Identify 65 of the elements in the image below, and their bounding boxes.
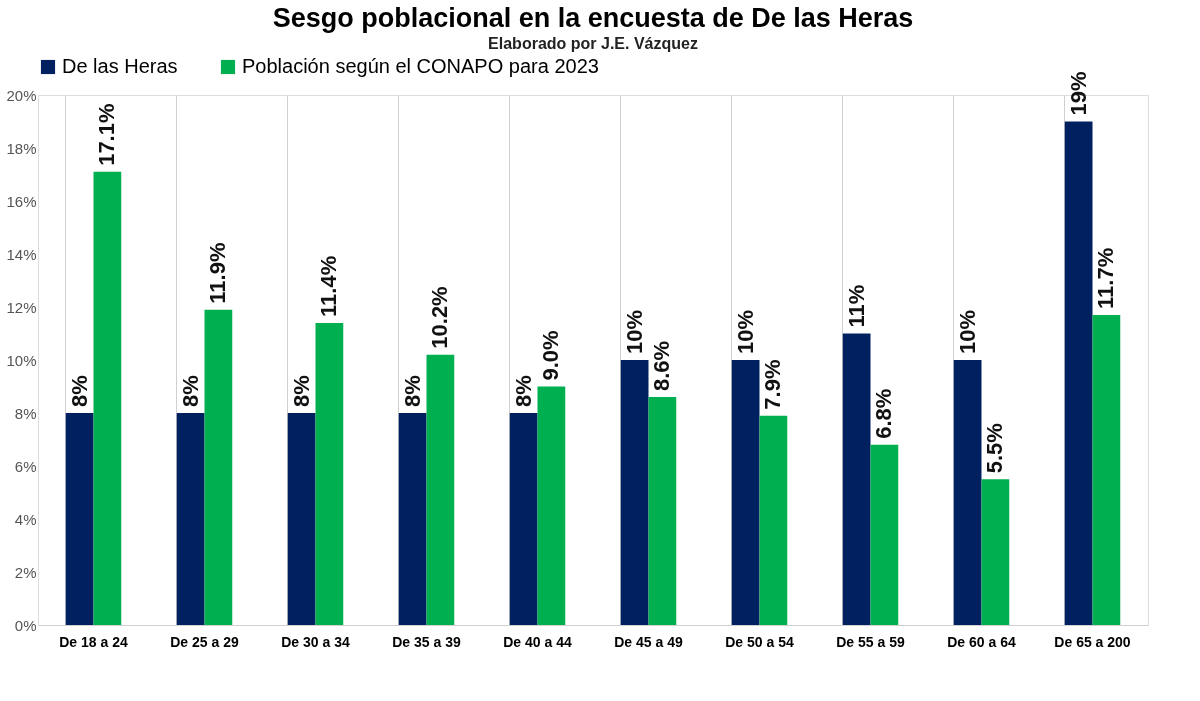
x-tick-label: De 35 a 39 — [392, 633, 461, 650]
x-tick-label: De 18 a 24 — [59, 633, 128, 650]
data-label: 6.8% — [871, 388, 897, 439]
data-label: 8.6% — [649, 340, 675, 392]
data-label: 9.0% — [538, 330, 564, 381]
data-label: 8% — [177, 375, 203, 407]
bar — [870, 444, 899, 625]
bar — [204, 309, 233, 625]
x-tick-label: De 55 a 59 — [836, 633, 905, 650]
x-tick-label: De 30 a 34 — [281, 633, 350, 650]
x-tick-label: De 50 a 54 — [725, 633, 794, 650]
bar — [648, 397, 677, 625]
bar — [731, 360, 760, 625]
data-label: 8% — [399, 375, 425, 407]
bar — [537, 386, 566, 625]
x-tick-label: De 60 a 64 — [947, 633, 1016, 650]
data-label: 10% — [954, 309, 980, 354]
bar — [1064, 121, 1093, 625]
data-label: 11.4% — [316, 255, 342, 317]
x-tick-label: De 45 a 49 — [614, 633, 683, 650]
bar — [426, 354, 455, 625]
legend-label: De las Heras — [62, 55, 178, 77]
chart-title: Sesgo poblacional en la encuesta de De las Heras — [272, 3, 914, 33]
y-tick-label: 4% — [14, 510, 37, 528]
data-label: 11% — [843, 284, 869, 328]
bar — [759, 415, 788, 625]
data-label: 10.2% — [427, 286, 453, 349]
y-tick-label: 12% — [6, 298, 37, 316]
bar — [315, 322, 344, 625]
y-tick-label: 8% — [14, 404, 37, 422]
y-tick-label: 20% — [6, 86, 37, 104]
bar — [65, 413, 94, 625]
chart-subtitle: Elaborado por J.E. Vázquez — [488, 35, 698, 52]
bar — [842, 333, 871, 625]
data-label: 5.5% — [982, 423, 1008, 474]
bar — [398, 413, 427, 625]
bar — [1092, 314, 1121, 625]
data-label: 7.9% — [760, 359, 786, 410]
y-tick-label: 14% — [6, 245, 37, 263]
data-label: 11.7% — [1093, 247, 1119, 309]
x-tick-label: De 65 a 200 — [1054, 633, 1131, 650]
data-label: 8% — [288, 375, 314, 407]
y-tick-label: 0% — [14, 616, 37, 634]
y-tick-label: 16% — [6, 192, 37, 210]
data-label: 11.9% — [205, 242, 231, 304]
bar — [287, 413, 316, 625]
data-label: 10% — [732, 309, 758, 354]
data-label: 8% — [66, 375, 92, 407]
x-tick-label: De 40 a 44 — [503, 633, 572, 650]
data-label: 17.1% — [94, 103, 120, 166]
y-tick-label: 2% — [14, 563, 37, 581]
y-tick-label: 10% — [6, 351, 37, 369]
data-label: 10% — [621, 309, 647, 354]
y-tick-label: 6% — [14, 457, 37, 475]
bar — [953, 360, 982, 625]
bar — [93, 171, 122, 625]
data-label: 8% — [510, 375, 536, 407]
bar — [620, 360, 649, 625]
y-tick-label: 18% — [6, 139, 37, 157]
x-tick-label: De 25 a 29 — [170, 633, 239, 650]
bar — [981, 479, 1010, 625]
bar — [509, 413, 538, 625]
data-label: 19% — [1065, 71, 1091, 116]
bar — [176, 413, 205, 625]
legend-label: Población según el CONAPO para 2023 — [242, 55, 599, 77]
